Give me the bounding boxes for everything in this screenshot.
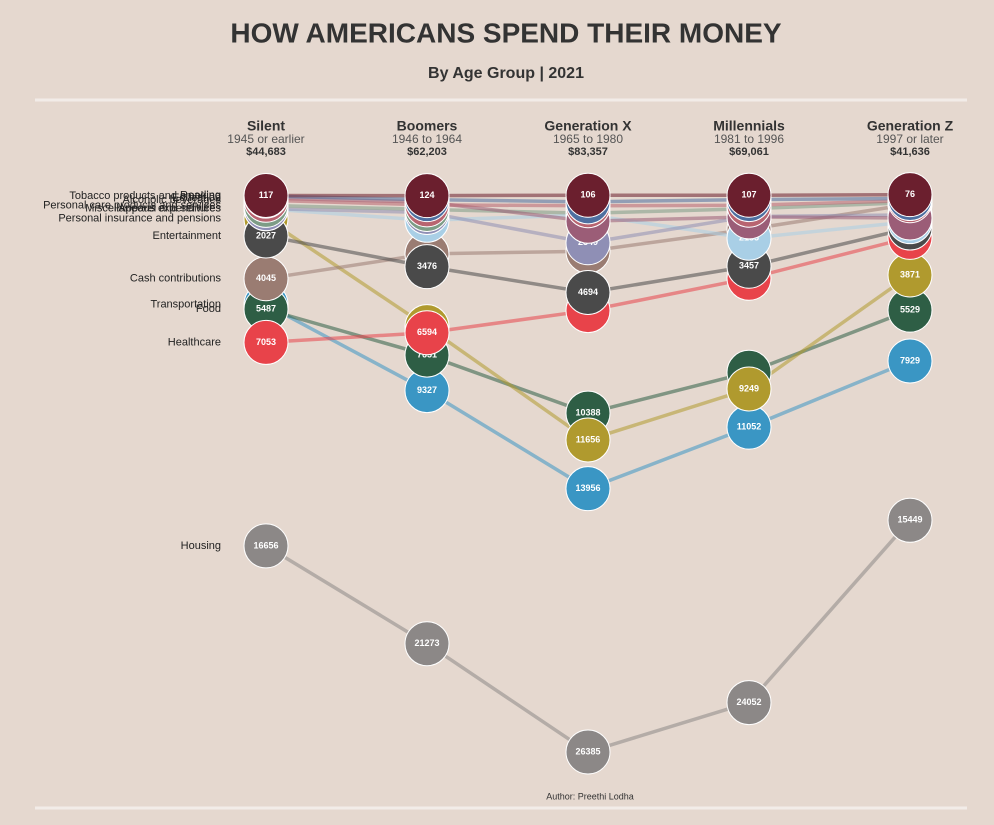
point-label: 24052 <box>736 697 761 707</box>
point-label: 106 <box>580 190 595 200</box>
point-label: 15449 <box>897 515 922 525</box>
series-label: Food <box>196 303 221 315</box>
series-label: Entertainment <box>153 230 221 242</box>
point <box>243 523 289 569</box>
point-label: 26385 <box>575 746 600 756</box>
point-label: 5529 <box>900 305 920 315</box>
point-label: 7053 <box>256 337 276 347</box>
series-label: Healthcare <box>168 336 221 348</box>
point <box>565 466 611 512</box>
point-label: 107 <box>741 190 756 200</box>
point-label: 13956 <box>575 483 600 493</box>
category-label: Generation Z <box>867 118 954 134</box>
point <box>726 680 772 726</box>
category-label: Generation X <box>544 118 632 134</box>
series-label: Cash contributions <box>130 273 222 285</box>
category-total: $69,061 <box>729 146 769 158</box>
point <box>887 497 933 543</box>
category-years: 1997 or later <box>876 132 943 146</box>
point <box>404 244 450 290</box>
series-label: Apparel and services <box>118 203 221 215</box>
point <box>565 729 611 775</box>
author: Author: Preethi Lodha <box>546 791 634 801</box>
category-years: 1965 to 1980 <box>553 132 623 146</box>
point <box>404 310 450 356</box>
point-label: 2027 <box>256 230 276 240</box>
category-label: Boomers <box>397 118 458 134</box>
point-label: 9327 <box>417 385 437 395</box>
point <box>565 417 611 463</box>
category-total: $62,203 <box>407 146 447 158</box>
chart-subtitle: By Age Group | 2021 <box>428 65 584 82</box>
series-label: Tobacco products and smoking <box>69 190 221 202</box>
category-label: Millennials <box>713 118 785 134</box>
series-label: Transportation <box>150 298 221 310</box>
point <box>243 172 289 218</box>
series-label: Education <box>172 192 221 204</box>
point <box>726 172 772 218</box>
point <box>565 172 611 218</box>
point-label: 9249 <box>739 383 759 393</box>
point-label: 10388 <box>575 407 600 417</box>
point-label: 3457 <box>739 261 759 271</box>
point-label: 16656 <box>253 540 278 550</box>
chart-title: HOW AMERICANS SPEND THEIR MONEY <box>230 17 782 48</box>
point-label: 11656 <box>576 434 601 444</box>
series-label: Alcoholic beverages <box>123 194 222 206</box>
series-label: Reading <box>180 189 221 201</box>
category-total: $83,357 <box>568 146 608 158</box>
category-total: $41,636 <box>890 146 930 158</box>
point-label: 117 <box>259 190 274 200</box>
point <box>404 621 450 667</box>
series-label: Personal care products and services <box>43 199 221 211</box>
point <box>887 338 933 384</box>
series-label: Personal insurance and pensions <box>58 213 221 225</box>
category-years: 1946 to 1964 <box>392 132 462 146</box>
point-label: 3476 <box>417 261 437 271</box>
point-label: 6594 <box>417 327 437 337</box>
point-label: 5487 <box>256 304 276 314</box>
point-label: 3871 <box>900 269 920 279</box>
category-label: Silent <box>247 118 285 134</box>
point-label: 76 <box>905 189 915 199</box>
category-years: 1945 or earlier <box>227 132 304 146</box>
point <box>887 172 933 218</box>
point <box>565 269 611 315</box>
point-label: 21273 <box>414 638 439 648</box>
point-label: 7929 <box>900 355 920 365</box>
point <box>404 173 450 219</box>
point-label: 4694 <box>578 287 598 297</box>
point-label: 11052 <box>737 422 762 432</box>
point-label: 124 <box>419 190 434 200</box>
point <box>726 366 772 412</box>
category-total: $44,683 <box>246 146 286 158</box>
series-label: Housing <box>181 540 221 552</box>
series-line <box>265 519 912 754</box>
series-label: Miscellaneous expenditures <box>85 203 221 215</box>
category-years: 1981 to 1996 <box>714 132 784 146</box>
point-label: 4045 <box>256 273 276 283</box>
point <box>243 319 289 365</box>
